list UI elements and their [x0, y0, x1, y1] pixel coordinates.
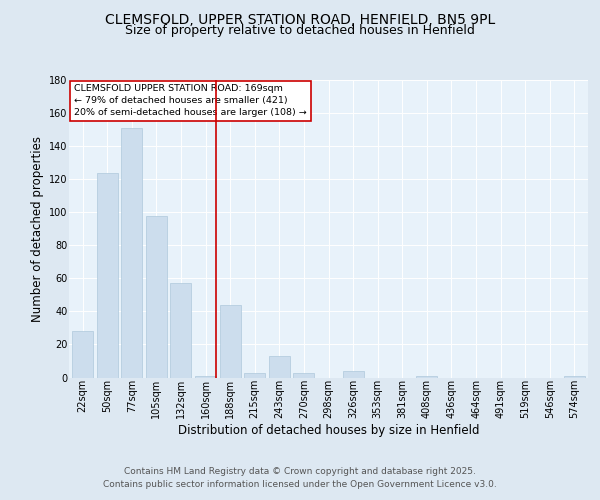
Text: CLEMSFOLD, UPPER STATION ROAD, HENFIELD, BN5 9PL: CLEMSFOLD, UPPER STATION ROAD, HENFIELD,… — [105, 12, 495, 26]
Bar — [343, 371, 364, 378]
Bar — [72, 331, 93, 378]
Bar — [195, 376, 216, 378]
Text: Size of property relative to detached houses in Henfield: Size of property relative to detached ho… — [125, 24, 475, 37]
Text: Contains HM Land Registry data © Crown copyright and database right 2025.: Contains HM Land Registry data © Crown c… — [124, 467, 476, 476]
Bar — [244, 372, 265, 378]
Bar — [564, 376, 585, 378]
Bar — [121, 128, 142, 378]
Bar — [269, 356, 290, 378]
Bar — [146, 216, 167, 378]
Y-axis label: Number of detached properties: Number of detached properties — [31, 136, 44, 322]
Text: CLEMSFOLD UPPER STATION ROAD: 169sqm
← 79% of detached houses are smaller (421)
: CLEMSFOLD UPPER STATION ROAD: 169sqm ← 7… — [74, 84, 307, 117]
X-axis label: Distribution of detached houses by size in Henfield: Distribution of detached houses by size … — [178, 424, 479, 437]
Bar — [416, 376, 437, 378]
Text: Contains public sector information licensed under the Open Government Licence v3: Contains public sector information licen… — [103, 480, 497, 489]
Bar — [293, 372, 314, 378]
Bar — [220, 305, 241, 378]
Bar — [170, 284, 191, 378]
Bar — [97, 172, 118, 378]
